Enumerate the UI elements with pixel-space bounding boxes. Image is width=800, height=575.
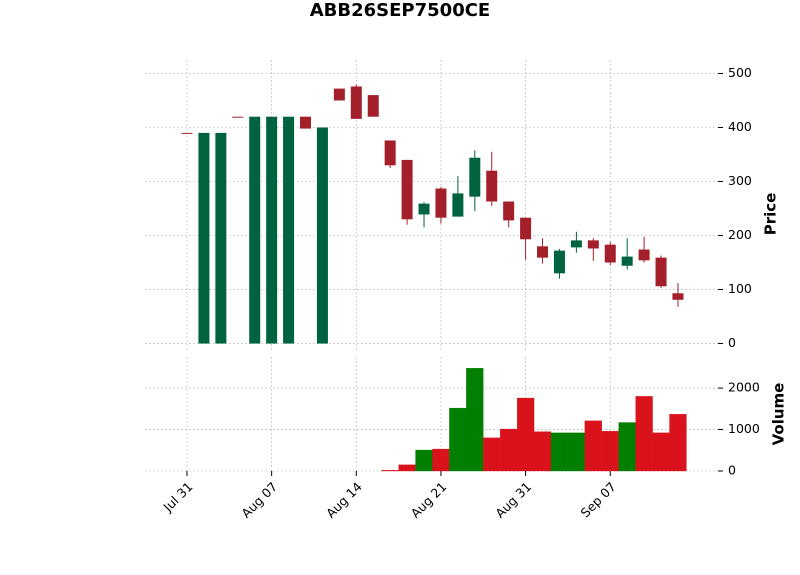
candle-body [604,244,616,263]
volume-bar [516,397,535,472]
y-tick-label: 100 [728,281,752,296]
volume-bar [618,422,636,472]
candle-body [266,116,278,344]
x-tick-label: Aug 07 [238,479,280,521]
candle-body [367,95,379,117]
candle-body [537,246,549,258]
candle-body [469,157,481,197]
candle-body [655,257,667,287]
candle-body [384,140,396,166]
x-tick-label: Aug 21 [408,479,450,521]
y-tick-label: 500 [728,65,752,80]
candle-body [283,116,295,344]
volume-bar [500,428,518,472]
volume-bar [483,437,501,472]
candle-body [198,132,210,344]
candle-body [452,193,464,217]
x-tick-label: Sep 07 [578,479,619,520]
candle-body [215,132,227,344]
candle-body [401,159,413,220]
candle-body [503,201,515,221]
y2-tick-label: 1000 [728,421,760,436]
volume-bar [601,431,619,472]
candle-body [486,170,498,202]
volume-bar [533,431,552,472]
volume-bar [432,448,450,472]
candle-body [520,217,532,240]
candle-body [232,116,244,118]
x-tick-label: Aug 31 [492,479,534,521]
candle-body [249,116,261,344]
candle-body [570,240,582,248]
volume-bar [466,368,484,472]
volume-bar [584,420,602,472]
candle-body [621,256,633,266]
volume-bar [398,464,416,472]
volume-bar [550,432,569,472]
y2-axis-label: Volume [770,383,788,446]
chart-title: ABB26SEP7500CE [310,0,490,21]
volume-bar [415,449,433,472]
y-axis-label: Price [762,193,780,236]
candle-body [553,250,565,274]
y-tick-label: 200 [728,227,752,242]
candle-body [333,88,345,101]
candle-body [672,293,684,300]
volume-bar [635,396,653,472]
y2-tick-label: 0 [728,463,736,478]
candle-body [638,249,650,261]
candle-body [316,127,328,344]
x-tick-label: Aug 14 [323,479,365,521]
candle-body [181,132,193,134]
candle-body [300,116,312,129]
x-tick-label: Jul 31 [160,479,196,515]
candle-body [435,188,447,218]
volume-bar [669,414,687,472]
volume-bar [652,432,670,472]
candle-body [350,86,362,119]
y2-tick-label: 2000 [728,380,760,395]
y-tick-label: 400 [728,119,752,134]
volume-bar [381,470,399,472]
candle-body [587,240,599,249]
y-tick-label: 0 [728,335,736,350]
candle-body [418,203,430,215]
volume-bar [567,432,586,472]
volume-bar [449,407,467,472]
y-tick-label: 300 [728,173,752,188]
